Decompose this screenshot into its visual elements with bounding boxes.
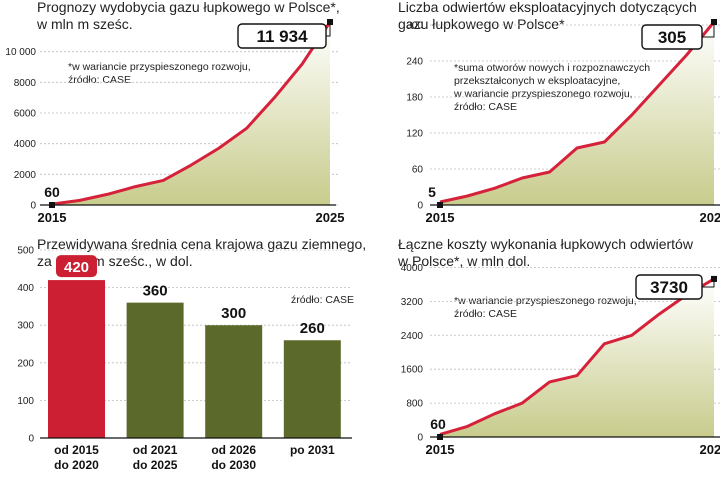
- y-tick-label: 300: [17, 321, 34, 332]
- costs-chart: 0 800 1600 2400 3200 4000 60 3730 2015 2025: [401, 263, 720, 457]
- area-fill: [440, 278, 714, 437]
- bar: [126, 302, 184, 438]
- area-fill: [440, 22, 714, 205]
- callout-leader: [326, 22, 331, 37]
- callout-box: [237, 23, 327, 49]
- start-value-label: 60: [430, 416, 446, 432]
- y-tick-label: 6000: [14, 109, 37, 120]
- chart3-note: źródło: CASE: [291, 294, 355, 306]
- chart2-title-line1: Liczba odwiertów eksploatacyjnych dotycz…: [398, 0, 697, 15]
- y-tick-label: 4000: [14, 139, 37, 150]
- chart1-title-line1: Prognozy wydobycia gazu łupkowego w Pols…: [37, 0, 340, 15]
- start-marker: [49, 202, 55, 208]
- callout-leader: [702, 22, 715, 38]
- y-tick-label: 2400: [401, 331, 424, 342]
- x-label-end: 2025: [700, 442, 720, 457]
- chart4-title-line2: w Polsce*, w mln dol.: [398, 253, 531, 269]
- bar-value-label: 260: [300, 320, 325, 337]
- y-tick-label: 0: [417, 201, 423, 212]
- chart2-note-line2: przekształconych w eksploatacyjne,: [454, 75, 621, 87]
- chart2-note-line4: źródło: CASE: [454, 101, 518, 113]
- chart2-note-line1: *suma otworów nowych i rozpoznawczych: [454, 62, 651, 74]
- chart4-title-line1: Łączne koszty wykonania łupkowych odwier…: [398, 236, 693, 252]
- y-tick-label: 100: [17, 396, 34, 407]
- end-value-label: 305: [658, 28, 686, 47]
- bar-category-label: do 2030: [211, 458, 256, 472]
- x-label-start: 2015: [38, 210, 67, 225]
- y-tick-label: 200: [17, 358, 34, 369]
- start-marker: [437, 434, 443, 440]
- bar: [48, 280, 105, 438]
- end-value-label: 11 934: [256, 27, 308, 46]
- y-tick-label: 0: [28, 434, 34, 445]
- x-label-start: 2015: [426, 210, 455, 225]
- y-tick-label: 300: [406, 21, 423, 32]
- y-tick-label: 800: [406, 399, 423, 410]
- chart2-title-line2: gazu łupkowego w Polsce*: [398, 16, 565, 32]
- y-tick-label: 180: [406, 93, 423, 104]
- y-tick-label: 10 000: [5, 47, 36, 58]
- callout-box: [635, 274, 703, 300]
- y-tick-label: 4000: [401, 263, 424, 274]
- bar-category-label: do 2025: [133, 458, 178, 472]
- bar-category-label: po 2031: [290, 443, 335, 457]
- x-label-start: 2015: [426, 442, 455, 457]
- chart3-title-line1: Przewidywana średnia cena krajowa gazu z…: [37, 236, 367, 252]
- y-tick-label: 1600: [401, 365, 424, 376]
- area-fill: [52, 22, 330, 206]
- y-tick-label: 500: [17, 246, 34, 257]
- bar: [205, 325, 263, 438]
- start-value-label: 5: [428, 184, 436, 200]
- bar-value-label: 360: [143, 283, 168, 300]
- bar-category-label: do 2020: [54, 458, 99, 472]
- y-tick-label: 0: [417, 433, 423, 444]
- wells-chart: 0 60 120 180 240 300 5 305 2015 2025: [406, 19, 720, 225]
- bar-value-label: 420: [64, 259, 89, 276]
- y-tick-label: 60: [412, 165, 424, 176]
- start-marker: [437, 202, 443, 208]
- end-value-label: 3730: [650, 278, 688, 297]
- chart1-note-line2: źródło: CASE: [68, 74, 132, 86]
- bar: [283, 340, 341, 438]
- y-tick-label: 120: [406, 129, 423, 140]
- callout-leader: [702, 278, 715, 288]
- y-tick-label: 240: [406, 57, 423, 68]
- bar-category-label: od 2015: [54, 443, 99, 457]
- bar-category-label: od 2026: [211, 443, 256, 457]
- chart1-title-line2: w mln m sześc.: [37, 16, 133, 32]
- bar-category-label: od 2021: [133, 443, 178, 457]
- callout-box: [641, 24, 703, 50]
- chart4-note-line1: *w wariancie przyspieszonego rozwoju,: [454, 295, 637, 307]
- production-chart: 0 2000 4000 6000 8000 10 000 60 11 934 2015 2025: [5, 19, 345, 225]
- y-tick-label: 0: [30, 201, 36, 212]
- value-badge: [56, 255, 97, 278]
- bar-value-label: 300: [221, 305, 246, 322]
- y-tick-label: 8000: [14, 78, 37, 89]
- x-label-end: 2025: [316, 210, 345, 225]
- end-marker: [711, 275, 717, 282]
- chart4-note-line2: źródło: CASE: [454, 308, 518, 320]
- start-value-label: 60: [44, 184, 60, 200]
- y-tick-label: 3200: [401, 297, 424, 308]
- x-label-end: 2025: [700, 210, 720, 225]
- y-tick-label: 2000: [14, 170, 37, 181]
- chart1-note-line1: *w wariancie przyspieszonego rozwoju,: [68, 61, 251, 73]
- y-tick-label: 400: [17, 283, 34, 294]
